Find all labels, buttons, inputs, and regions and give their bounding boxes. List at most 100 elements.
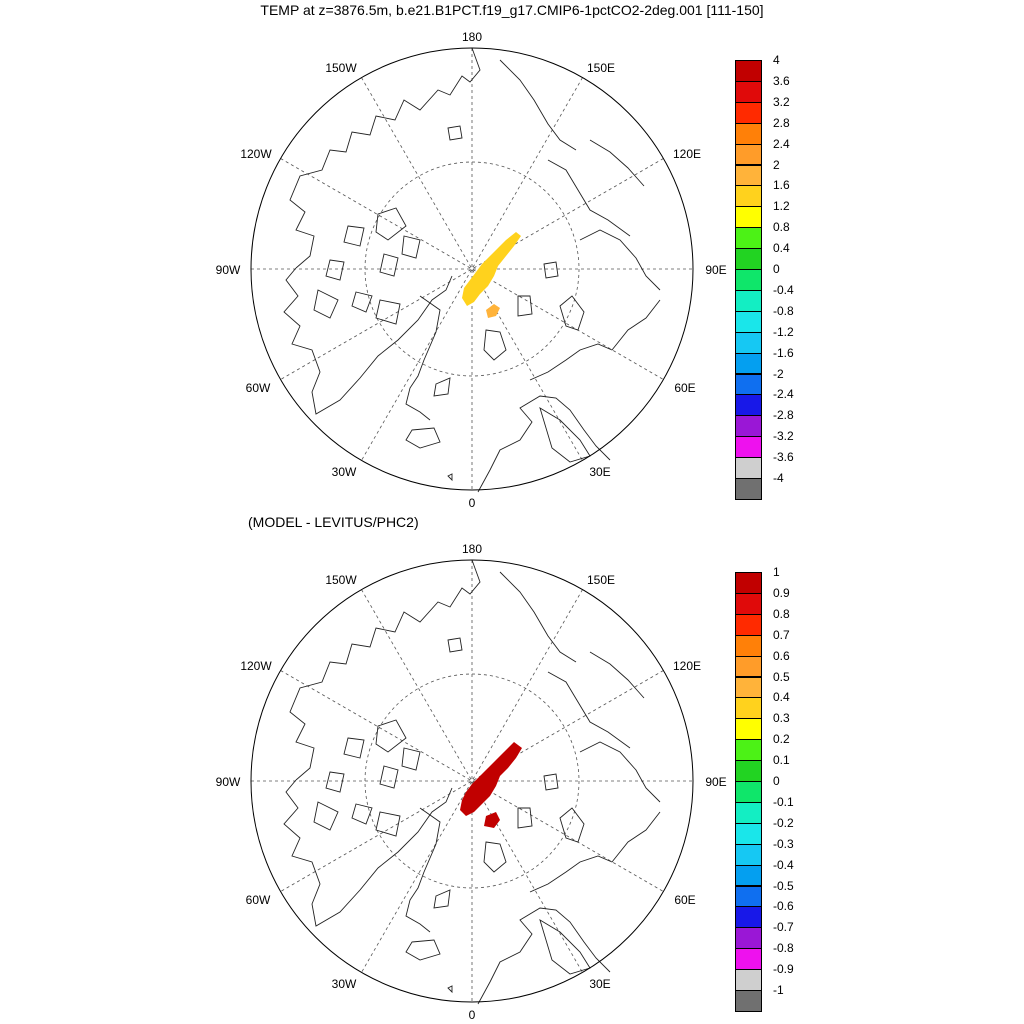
bottom-map-boundary: [250, 559, 694, 1003]
colorbar-swatch: [735, 676, 762, 699]
colorbar-swatch: [735, 143, 762, 166]
colorbar-swatch: [735, 80, 762, 103]
colorbar-tick-label: -4: [773, 471, 784, 485]
colorbar-tick-label: 0.3: [773, 711, 790, 726]
lon-label: 60E: [674, 381, 695, 395]
lon-label: 90W: [216, 775, 241, 789]
colorbar-swatch: [735, 185, 762, 208]
bottom-longitude-labels: 180 150E 120E 90E 60E 30E 0 30W 60W 90W …: [216, 542, 727, 1022]
colorbar-tick-label: -3.6: [773, 450, 794, 465]
colorbar-tick-label: 1: [773, 565, 780, 579]
colorbar-tick-label: 0.8: [773, 220, 790, 235]
lon-label: 120W: [240, 659, 272, 673]
colorbar-swatch: [735, 60, 762, 82]
colorbar-swatch: [735, 760, 762, 782]
colorbar-tick-label: 0.9: [773, 585, 790, 600]
bottom-map-coastlines: [283, 559, 661, 1005]
colorbar-swatch: [735, 781, 762, 803]
difference-subtitle: (MODEL - LEVITUS/PHC2): [248, 514, 419, 530]
colorbar-tick-label: 4: [773, 53, 780, 67]
lon-label: 150W: [325, 61, 357, 75]
lon-label: 180: [462, 30, 482, 44]
colorbar-tick-label: -2: [773, 366, 784, 381]
colorbar-tick-label: 1.2: [773, 199, 790, 214]
plot-title: TEMP at z=3876.5m, b.e21.B1PCT.f19_g17.C…: [260, 2, 764, 18]
colorbar-swatch: [735, 310, 762, 333]
colorbar-tick-label: 0.2: [773, 732, 790, 747]
lon-label: 90E: [705, 263, 726, 277]
colorbar-tick-label: -0.5: [773, 878, 794, 893]
colorbar-swatch: [735, 801, 762, 824]
top-polar-map: 180 150E 120E 90E 60E 30E 0 30W 60W 90W …: [216, 30, 727, 510]
colorbar-swatch: [735, 948, 762, 971]
colorbar-swatch: [735, 289, 762, 312]
colorbar-tick-label: -2.4: [773, 387, 794, 402]
colorbar-tick-label: 0.1: [773, 753, 790, 768]
colorbar-swatch: [735, 248, 762, 270]
top-map-grid: [251, 48, 693, 490]
lon-label: 150E: [587, 61, 615, 75]
colorbar-tick-label: -0.3: [773, 836, 794, 851]
lon-label: 120W: [240, 147, 272, 161]
colorbar-swatch: [735, 122, 762, 145]
colorbar-tick-label: -0.8: [773, 941, 794, 956]
colorbar-swatch: [735, 415, 762, 438]
colorbar-tick-label: -0.1: [773, 794, 794, 809]
lon-label: 0: [469, 496, 476, 510]
bottom-anomaly-small: [484, 812, 500, 828]
colorbar-swatch: [735, 697, 762, 720]
colorbar-tick-label: 0.8: [773, 606, 790, 621]
colorbar-tick-label: -0.4: [773, 282, 794, 297]
lon-label: 0: [469, 1008, 476, 1022]
colorbar-swatch: [735, 457, 762, 479]
lon-label: 30E: [589, 977, 610, 991]
colorbar-swatch: [735, 373, 762, 396]
colorbar-tick-label: 2: [773, 157, 780, 172]
lon-label: 120E: [673, 659, 701, 673]
colorbar-swatch: [735, 613, 762, 636]
lon-label: 60E: [674, 893, 695, 907]
colorbar-swatch: [735, 990, 762, 1012]
colorbar-swatch: [735, 655, 762, 678]
colorbar-tick-label: 2.4: [773, 136, 790, 151]
bottom-polar-map: 180 150E 120E 90E 60E 30E 0 30W 60W 90W …: [216, 542, 727, 1022]
lon-label: 150E: [587, 573, 615, 587]
colorbar-swatch: [735, 101, 762, 124]
colorbar-swatch: [735, 718, 762, 741]
top-anomaly-small: [486, 304, 500, 318]
colorbar-tick-label: 0.4: [773, 241, 790, 256]
top-longitude-labels: 180 150E 120E 90E 60E 30E 0 30W 60W 90W …: [216, 30, 727, 510]
top-map-boundary: [250, 47, 694, 491]
colorbar-tick-label: 0: [773, 774, 780, 788]
colorbar-tick-label: -3.2: [773, 429, 794, 444]
colorbar-swatch: [735, 906, 762, 929]
colorbar-swatch: [735, 843, 762, 866]
colorbar-swatch: [735, 927, 762, 950]
colorbar-tick-label: -0.6: [773, 899, 794, 914]
colorbar-swatch: [735, 634, 762, 657]
colorbar-swatch: [735, 331, 762, 354]
colorbar-tick-label: 2.8: [773, 115, 790, 130]
colorbar-swatch: [735, 352, 762, 375]
colorbar-swatch: [735, 822, 762, 845]
lon-label: 60W: [246, 893, 271, 907]
colorbar-swatch: [735, 592, 762, 615]
colorbar-swatch: [735, 969, 762, 991]
colorbar-swatch: [735, 269, 762, 291]
colorbar-swatch: [735, 885, 762, 908]
colorbar-swatch: [735, 478, 762, 500]
colorbar-tick-label: 0.4: [773, 690, 790, 705]
lon-label: 90W: [216, 263, 241, 277]
colorbar-tick-label: -0.9: [773, 962, 794, 977]
colorbar-tick-label: 1.6: [773, 178, 790, 193]
colorbar-tick-label: 0.5: [773, 669, 790, 684]
colorbar-tick-label: -1: [773, 983, 784, 997]
lon-label: 30E: [589, 465, 610, 479]
colorbar-swatch: [735, 864, 762, 887]
colorbar-tick-label: 3.2: [773, 94, 790, 109]
colorbar-swatch: [735, 572, 762, 594]
colorbar-swatch: [735, 164, 762, 187]
bottom-anomaly-main: [460, 742, 522, 816]
lon-label: 30W: [332, 977, 357, 991]
bottom-map-grid: [251, 560, 693, 1002]
